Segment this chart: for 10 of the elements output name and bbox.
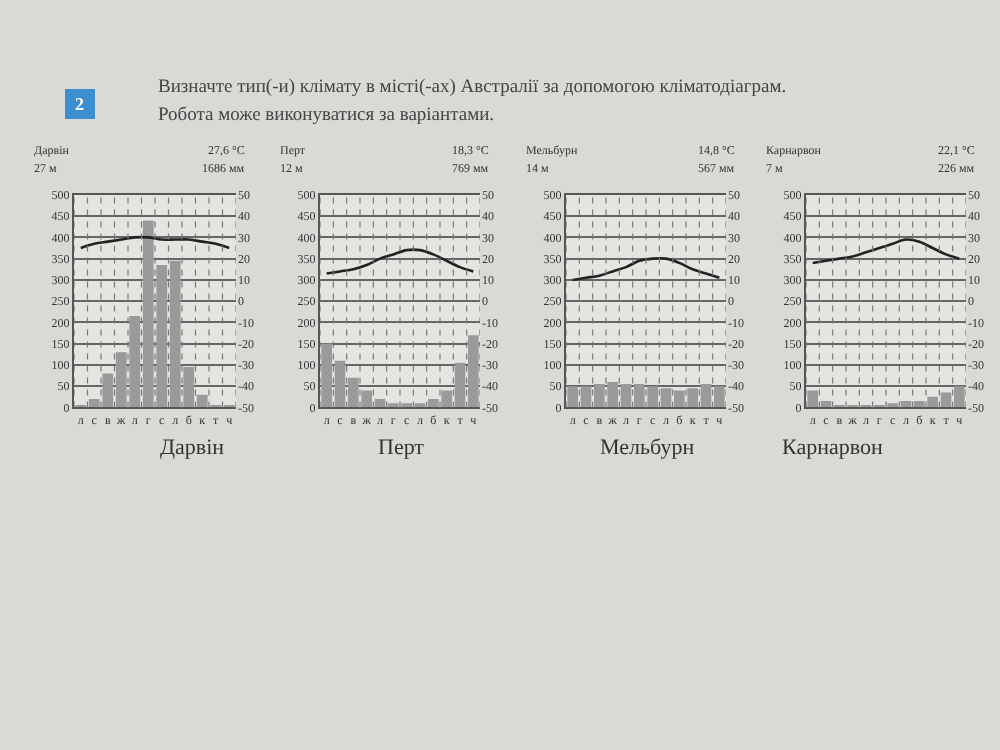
text: Визначте тип(-и) клімату в місті(-ах) Австралії за допомогою кліматодіаграм. <box>158 78 787 98</box>
x-axis-title: Мельбурн <box>600 436 695 460</box>
text: Робота може виконуватися за варіантами. <box>158 106 495 126</box>
line-series <box>571 256 721 282</box>
x-axis-title: Дарвін <box>160 436 225 460</box>
line-series <box>325 248 475 275</box>
text: 2 <box>75 94 85 114</box>
x-axis-title: Перт <box>378 436 425 460</box>
x-axis-title: Карнарвон <box>782 436 883 460</box>
line-series <box>811 238 961 265</box>
